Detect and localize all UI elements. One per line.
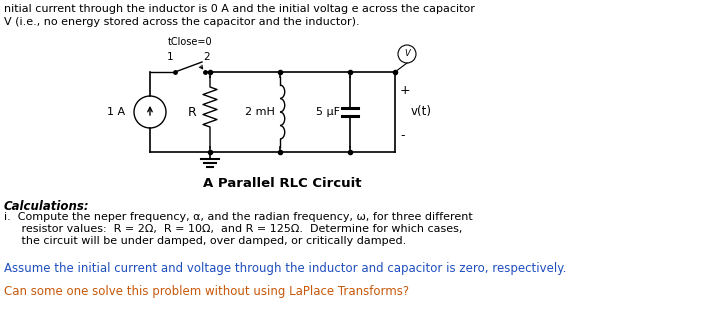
Text: Assume the initial current and voltage through the inductor and capacitor is zer: Assume the initial current and voltage t… <box>4 262 567 275</box>
Text: Calculations:: Calculations: <box>4 200 89 213</box>
Text: V (i.e., no energy stored across the capacitor and the inductor).: V (i.e., no energy stored across the cap… <box>4 17 360 27</box>
Text: Can some one solve this problem without using LaPlace Transforms?: Can some one solve this problem without … <box>4 285 409 298</box>
Text: 1 A: 1 A <box>107 107 125 117</box>
Text: 1: 1 <box>167 52 173 62</box>
Text: A Parallel RLC Circuit: A Parallel RLC Circuit <box>203 177 362 190</box>
Text: R: R <box>188 106 196 119</box>
Text: 2: 2 <box>203 52 210 62</box>
Text: the circuit will be under damped, over damped, or critically damped.: the circuit will be under damped, over d… <box>4 236 406 246</box>
Text: 5 μF: 5 μF <box>316 107 340 117</box>
Text: -: - <box>400 130 405 142</box>
Text: +: + <box>400 83 410 96</box>
Text: v(t): v(t) <box>411 106 432 119</box>
Text: i.  Compute the neper frequency, α, and the radian frequency, ω, for three diffe: i. Compute the neper frequency, α, and t… <box>4 212 473 222</box>
Text: V: V <box>404 50 410 59</box>
Text: 2 mH: 2 mH <box>245 107 275 117</box>
Text: nitial current through the inductor is 0 A and the initial voltag e across the c: nitial current through the inductor is 0… <box>4 4 475 14</box>
Text: tClose=0: tClose=0 <box>168 37 213 47</box>
Text: resistor values:  R = 2Ω,  R = 10Ω,  and R = 125Ω.  Determine for which cases,: resistor values: R = 2Ω, R = 10Ω, and R … <box>4 224 463 234</box>
